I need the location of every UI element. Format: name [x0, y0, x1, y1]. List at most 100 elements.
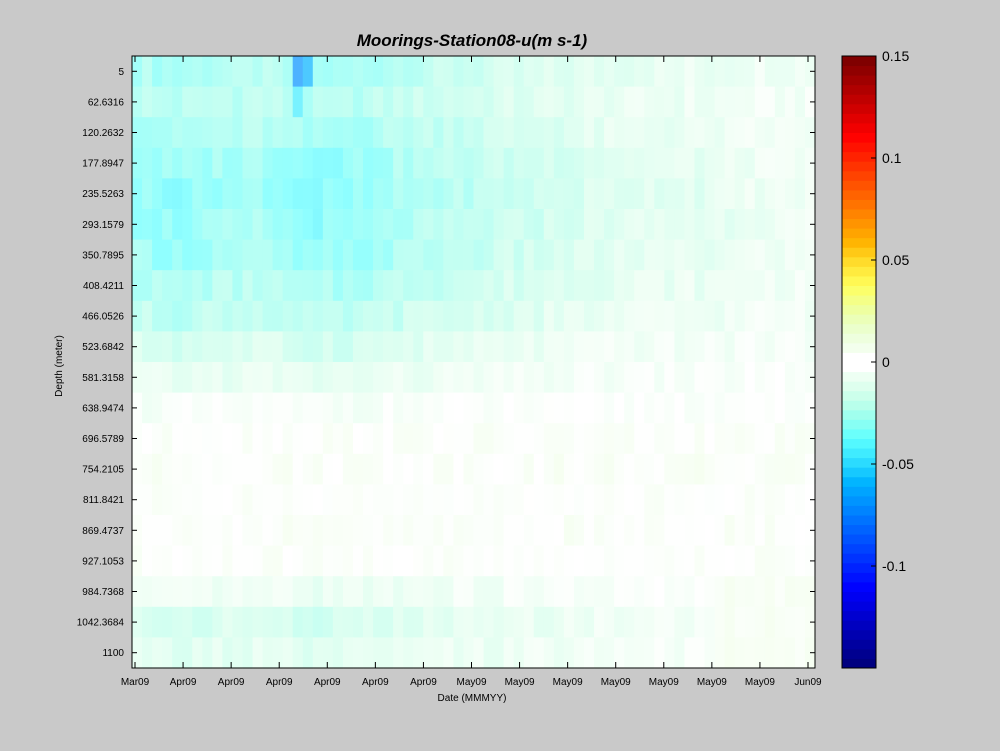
heatmap-cell	[674, 423, 686, 455]
heatmap-cell	[262, 86, 274, 118]
heatmap-cell	[714, 56, 726, 88]
heatmap-cell	[252, 178, 264, 210]
heatmap-cell	[383, 209, 394, 241]
heatmap-cell	[142, 453, 153, 485]
heatmap-cell	[483, 484, 495, 516]
heatmap-cell	[794, 423, 806, 455]
heatmap-cell	[433, 331, 444, 363]
x-tick-label: May09	[456, 677, 486, 688]
colorbar-swatch	[842, 285, 876, 296]
heatmap-cell	[202, 56, 213, 88]
heatmap-cell	[302, 178, 314, 210]
heatmap-cell	[704, 484, 716, 516]
heatmap-cell	[443, 637, 455, 669]
heatmap-cell	[232, 392, 244, 424]
heatmap-cell	[383, 576, 394, 608]
heatmap-cell	[192, 423, 203, 455]
heatmap-cell	[393, 545, 404, 577]
heatmap-cell	[202, 576, 213, 608]
heatmap-cell	[433, 239, 444, 271]
heatmap-cell	[142, 515, 153, 547]
heatmap-cell	[774, 209, 786, 241]
heatmap-cell	[292, 331, 304, 363]
heatmap-cell	[654, 545, 665, 577]
heatmap-cell	[594, 576, 605, 608]
heatmap-cell	[172, 484, 183, 516]
heatmap-cell	[132, 147, 143, 179]
heatmap-cell	[784, 178, 796, 210]
heatmap-cell	[413, 147, 424, 179]
heatmap-cell	[553, 270, 565, 302]
heatmap-cell	[493, 576, 505, 608]
heatmap-cell	[694, 637, 706, 669]
heatmap-cell	[714, 209, 726, 241]
heatmap-cell	[182, 56, 193, 88]
heatmap-cell	[453, 147, 465, 179]
heatmap-cell	[453, 270, 465, 302]
heatmap-cell	[694, 117, 706, 149]
heatmap-cell	[463, 453, 475, 485]
heatmap-cell	[172, 209, 183, 241]
heatmap-cell	[222, 576, 234, 608]
heatmap-cell	[694, 56, 706, 88]
heatmap-cell	[784, 239, 796, 271]
heatmap-cell	[352, 270, 364, 302]
heatmap-cell	[242, 147, 254, 179]
heatmap-cell	[764, 331, 776, 363]
heatmap-cell	[413, 392, 424, 424]
colorbar-swatch	[842, 94, 876, 105]
heatmap-cell	[142, 362, 153, 394]
heatmap-cell	[553, 545, 565, 577]
heatmap-cell	[443, 392, 455, 424]
heatmap-cell	[312, 453, 324, 485]
heatmap-cell	[292, 147, 304, 179]
heatmap-cell	[142, 331, 153, 363]
heatmap-cell	[182, 362, 193, 394]
heatmap-cell	[242, 362, 254, 394]
heatmap-cell	[473, 453, 485, 485]
heatmap-cell	[624, 484, 635, 516]
heatmap-cell	[393, 362, 404, 394]
heatmap-cell	[594, 423, 605, 455]
heatmap-cell	[272, 56, 284, 88]
heatmap-cell	[664, 56, 675, 88]
heatmap-cell	[503, 392, 515, 424]
heatmap-cell	[553, 56, 565, 88]
heatmap-cell	[212, 56, 223, 88]
heatmap-cell	[413, 545, 424, 577]
heatmap-cell	[302, 270, 314, 302]
heatmap-cell	[172, 606, 183, 638]
heatmap-cell	[383, 453, 394, 485]
heatmap-cell	[654, 392, 665, 424]
x-tick-label: Apr09	[266, 677, 293, 688]
heatmap-cell	[132, 453, 143, 485]
heatmap-cell	[614, 331, 625, 363]
heatmap-cell	[423, 56, 434, 88]
heatmap-cell	[503, 423, 515, 455]
heatmap-cell	[132, 515, 143, 547]
heatmap-cell	[232, 56, 244, 88]
heatmap-cell	[644, 392, 655, 424]
heatmap-cell	[272, 147, 284, 179]
heatmap-cell	[724, 423, 736, 455]
heatmap-cell	[493, 453, 505, 485]
heatmap-cell	[373, 484, 384, 516]
heatmap-cell	[373, 331, 384, 363]
heatmap-cell	[393, 331, 404, 363]
heatmap-cell	[272, 331, 284, 363]
heatmap-cell	[654, 331, 665, 363]
heatmap-cell	[152, 606, 163, 638]
colorbar-swatch	[842, 448, 876, 459]
colorbar-swatch	[842, 419, 876, 430]
heatmap-cell	[403, 453, 414, 485]
heatmap-cell	[583, 637, 595, 669]
heatmap-cell	[152, 484, 163, 516]
heatmap-cell	[503, 576, 515, 608]
heatmap-cell	[232, 637, 244, 669]
heatmap-cell	[794, 545, 806, 577]
heatmap-cell	[674, 147, 686, 179]
heatmap-cell	[142, 606, 153, 638]
heatmap-cell	[252, 270, 264, 302]
heatmap-cell	[764, 576, 776, 608]
heatmap-cell	[373, 637, 384, 669]
